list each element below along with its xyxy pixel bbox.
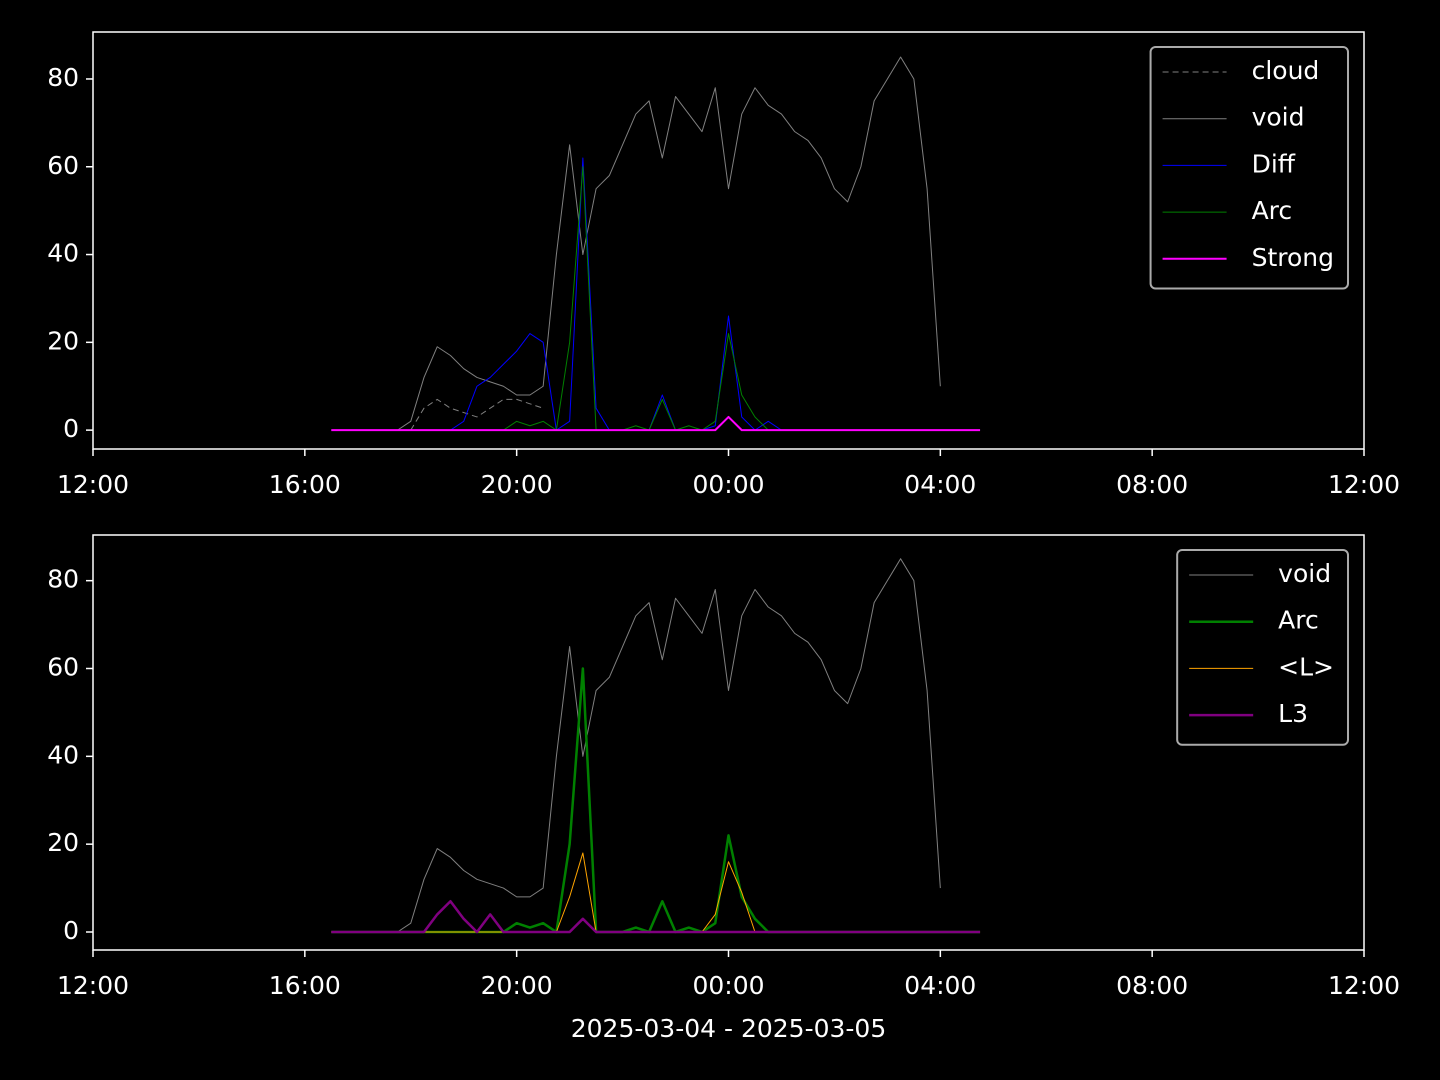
series-line	[397, 56, 941, 431]
x-tick-label: 16:00	[269, 971, 341, 1000]
legend-label: L3	[1278, 699, 1308, 728]
legend-label: void	[1252, 103, 1305, 132]
axes-frame	[92, 31, 1365, 450]
legend-label: cloud	[1252, 56, 1320, 85]
legend-label: Diff	[1252, 149, 1296, 178]
y-tick-label: 0	[63, 916, 79, 945]
plot-area	[331, 558, 981, 934]
legend-frame	[1176, 549, 1349, 746]
x-tick-label: 16:00	[269, 470, 341, 499]
legend-label: <L>	[1278, 652, 1334, 681]
legend: cloud void Diff Arc Strong	[1149, 46, 1349, 290]
legend-frame	[1149, 46, 1349, 290]
x-tick-label: 12:00	[57, 971, 129, 1000]
series-line	[397, 558, 941, 933]
series-line	[331, 900, 981, 934]
axes-frame	[92, 534, 1365, 951]
series-line	[331, 415, 981, 432]
y-tick-label: 20	[47, 326, 79, 355]
x-tick-label: 20:00	[481, 971, 553, 1000]
legend-label: Arc	[1278, 606, 1319, 635]
x-tick-label: 08:00	[1116, 971, 1188, 1000]
y-tick-label: 80	[47, 565, 79, 594]
x-axis-label: 2025-03-04 - 2025-03-05	[571, 1014, 887, 1043]
x-tick-label: 00:00	[692, 470, 764, 499]
legend-label: Arc	[1252, 196, 1293, 225]
y-tick-label: 60	[47, 653, 79, 682]
y-tick-label: 40	[47, 740, 79, 769]
x-tick-label: 12:00	[1328, 971, 1400, 1000]
x-tick-label: 04:00	[904, 470, 976, 499]
plot-area	[331, 56, 981, 432]
y-tick-label: 80	[47, 63, 79, 92]
y-tick-label: 60	[47, 151, 79, 180]
x-tick-label: 04:00	[904, 971, 976, 1000]
series-line	[410, 398, 544, 431]
x-tick-label: 20:00	[481, 470, 553, 499]
x-tick-label: 12:00	[57, 470, 129, 499]
x-tick-label: 00:00	[692, 971, 764, 1000]
x-tick-label: 12:00	[1328, 470, 1400, 499]
y-tick-label: 40	[47, 239, 79, 268]
y-tick-label: 0	[63, 414, 79, 443]
legend: void Arc <L> L3	[1176, 549, 1349, 746]
legend-label: Strong	[1252, 243, 1334, 272]
x-tick-label: 08:00	[1116, 470, 1188, 499]
legend-label: void	[1278, 559, 1331, 588]
y-tick-label: 20	[47, 828, 79, 857]
